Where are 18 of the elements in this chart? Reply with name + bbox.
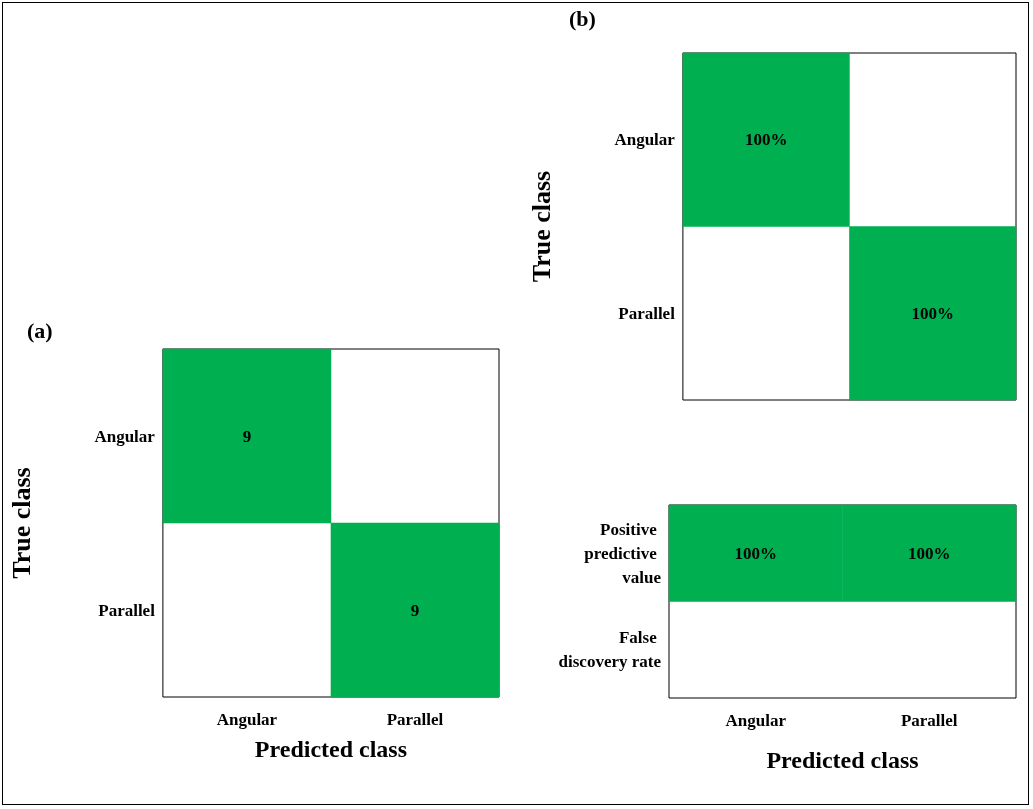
data-label: 9 [410,600,420,620]
y-axis-title: True class [6,467,36,579]
data-label: 100% [908,543,951,563]
chart-title: (a) [27,317,53,343]
y-tick-label: Positive predictive value [584,519,662,587]
y-axis-title: True class [526,170,556,283]
data-label: 100% [734,543,777,563]
y-tick-label: False discovery rate [558,628,662,672]
x-axis-title: Predicted class [254,736,408,762]
chart-title: (b) [569,5,596,31]
data-label: 100% [744,130,788,150]
x-tick-label: Parallel [386,710,444,729]
x-tick-label: Angular [725,711,787,730]
x-axis-title: Predicted class [766,747,919,773]
x-tick-label: Angular [216,710,278,729]
data-label: 100% [911,303,954,323]
x-tick-label: Parallel [900,711,958,730]
data-label: 9 [242,426,252,446]
